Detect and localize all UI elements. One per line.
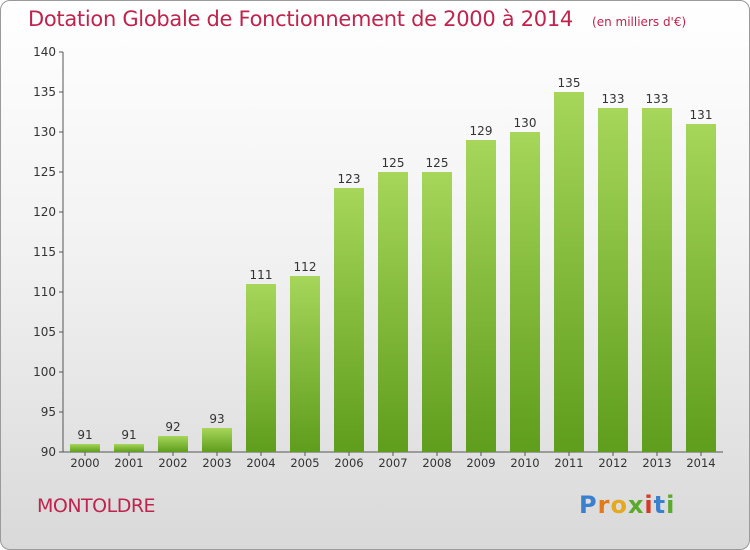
x-tick-label: 2010 (510, 456, 539, 470)
bar-value-label: 135 (558, 76, 581, 90)
bar-value-label: 131 (690, 108, 713, 122)
x-tick-label: 2005 (290, 456, 319, 470)
logo-letter: i (644, 491, 654, 519)
bar (290, 276, 320, 452)
y-tick-label: 105 (33, 325, 56, 339)
bar-value-label: 92 (165, 420, 180, 434)
bar-value-label: 111 (250, 268, 273, 282)
y-tick-label: 110 (33, 285, 56, 299)
bar (334, 188, 364, 452)
proxiti-logo: Proxiti (579, 491, 675, 519)
x-tick-label: 2000 (70, 456, 99, 470)
x-tick-label: 2012 (598, 456, 627, 470)
x-tick-label: 2009 (466, 456, 495, 470)
title-row: Dotation Globale de Fonctionnement de 20… (28, 7, 686, 31)
x-tick-label: 2002 (158, 456, 187, 470)
y-tick-label: 120 (33, 205, 56, 219)
bar-value-label: 125 (382, 156, 405, 170)
x-tick-label: 2001 (114, 456, 143, 470)
bar-value-label: 129 (470, 124, 493, 138)
x-tick-label: 2003 (202, 456, 231, 470)
bar-value-label: 125 (426, 156, 449, 170)
x-tick-label: 2006 (334, 456, 363, 470)
bar-value-label: 123 (338, 172, 361, 186)
y-tick-label: 125 (33, 165, 56, 179)
bar (70, 444, 100, 452)
bar-value-label: 112 (294, 260, 317, 274)
bar (158, 436, 188, 452)
x-tick-label: 2007 (378, 456, 407, 470)
logo-letter: P (579, 491, 598, 519)
bar-value-label: 130 (514, 116, 537, 130)
logo-letter: o (610, 491, 628, 519)
bar (466, 140, 496, 452)
x-tick-label: 2004 (246, 456, 275, 470)
bar-value-label: 91 (121, 428, 136, 442)
bar-value-label: 93 (209, 412, 224, 426)
bar (554, 92, 584, 452)
bar (378, 172, 408, 452)
bar-value-label: 91 (77, 428, 92, 442)
city-name: MONTOLDRE (37, 495, 156, 517)
bar-value-label: 133 (602, 92, 625, 106)
bar (114, 444, 144, 452)
logo-letter: r (597, 491, 611, 519)
chart-unit-label: (en milliers d'€) (592, 15, 687, 29)
y-tick-label: 140 (33, 45, 56, 59)
y-tick-label: 90 (41, 445, 56, 459)
x-tick-label: 2014 (686, 456, 715, 470)
y-tick-label: 95 (41, 405, 56, 419)
x-tick-label: 2008 (422, 456, 451, 470)
logo-letter: i (666, 491, 676, 519)
bar (202, 428, 232, 452)
bar (422, 172, 452, 452)
bar (246, 284, 276, 452)
bar (686, 124, 716, 452)
y-tick-label: 135 (33, 85, 56, 99)
bar-value-label: 133 (646, 92, 669, 106)
bar (598, 108, 628, 452)
y-tick-label: 130 (33, 125, 56, 139)
logo-letter: t (653, 491, 667, 519)
x-tick-label: 2013 (642, 456, 671, 470)
x-tick-label: 2011 (554, 456, 583, 470)
bar (642, 108, 672, 452)
bar (510, 132, 540, 452)
chart-title: Dotation Globale de Fonctionnement de 20… (28, 7, 573, 31)
y-tick-label: 115 (33, 245, 56, 259)
logo-letter: x (627, 491, 645, 519)
y-tick-label: 100 (33, 365, 56, 379)
